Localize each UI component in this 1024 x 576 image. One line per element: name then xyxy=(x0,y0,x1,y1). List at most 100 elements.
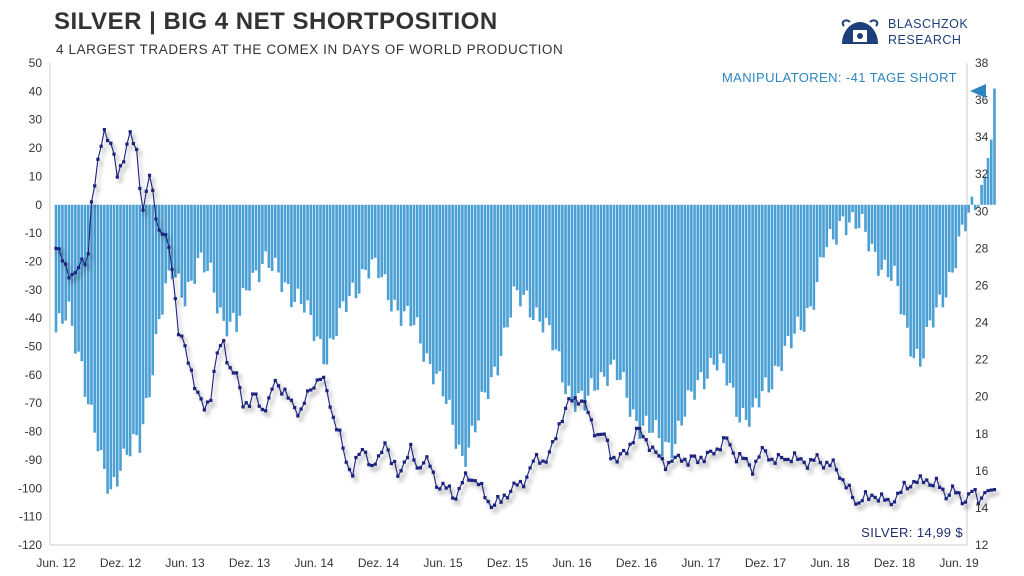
short-position-bar xyxy=(609,204,612,365)
short-position-bar xyxy=(138,204,142,453)
short-position-bar xyxy=(948,204,951,273)
right-axis-tick: 30 xyxy=(975,204,989,218)
short-position-bar xyxy=(889,204,893,281)
left-axis-tick: -10 xyxy=(25,226,43,240)
silver-price-point xyxy=(709,449,713,453)
silver-price-point xyxy=(312,386,316,390)
silver-price-point xyxy=(747,463,751,467)
short-position-bar xyxy=(380,204,384,278)
short-position-bar xyxy=(261,204,264,264)
short-position-bar xyxy=(490,204,493,378)
short-position-bar xyxy=(773,204,777,366)
short-position-bar xyxy=(141,204,145,425)
silver-price-point xyxy=(522,485,526,489)
short-position-bar xyxy=(148,204,151,398)
silver-price-point xyxy=(170,267,174,272)
silver-price-point xyxy=(470,478,474,482)
short-position-bar xyxy=(74,204,77,354)
left-y-axis: 50 40 30 20 10 0 -10 -20 -30 -40 -50 -60 -70 -80 -90 -1… xyxy=(18,56,42,552)
silver-price-point xyxy=(715,447,719,451)
short-position-bar xyxy=(135,204,138,436)
short-position-bar xyxy=(925,204,929,327)
silver-price-point xyxy=(57,247,61,251)
silver-price-point xyxy=(399,469,403,473)
short-position-bar xyxy=(145,204,148,399)
silver-price-point xyxy=(257,404,261,408)
short-position-bar xyxy=(980,184,983,205)
right-axis-tick: 34 xyxy=(975,130,989,144)
short-position-bar xyxy=(315,204,319,337)
short-position-bar xyxy=(186,204,190,282)
silver-price-point xyxy=(496,494,500,499)
short-position-bar xyxy=(486,204,490,399)
silver-price-point xyxy=(73,271,77,275)
short-position-bar xyxy=(122,204,126,449)
silver-price-point xyxy=(763,449,768,453)
short-position-bar xyxy=(54,204,58,333)
short-position-bar xyxy=(502,204,506,328)
silver-price-point xyxy=(525,475,529,479)
short-position-bar xyxy=(580,204,583,391)
silver-price-point xyxy=(238,386,242,390)
short-position-bar xyxy=(277,204,280,273)
short-position-bar xyxy=(238,204,242,316)
short-position-bar xyxy=(986,157,990,205)
short-position-bar xyxy=(883,204,887,260)
short-position-bar xyxy=(296,204,300,289)
silver-price-point xyxy=(286,396,290,400)
short-position-bar xyxy=(754,204,758,399)
short-position-bar xyxy=(541,204,545,333)
silver-price-point xyxy=(254,392,258,396)
silver-price-point xyxy=(122,160,126,164)
short-position-bar xyxy=(509,204,513,318)
silver-price-point xyxy=(293,406,297,410)
left-axis-tick: -60 xyxy=(25,368,43,382)
short-position-bar xyxy=(644,204,648,416)
short-position-bar xyxy=(599,204,603,373)
silver-price-point xyxy=(615,460,619,464)
silver-price-point xyxy=(189,368,194,372)
silver-price-point xyxy=(431,470,435,474)
short-position-bar xyxy=(825,204,829,248)
short-position-bar xyxy=(844,204,848,236)
short-position-bar xyxy=(61,204,64,324)
silver-price-point xyxy=(967,492,971,496)
left-axis-tick: -100 xyxy=(18,481,42,495)
silver-price-point xyxy=(331,415,335,419)
short-position-bar xyxy=(928,204,932,321)
silver-price-point xyxy=(909,485,913,489)
silver-price-point xyxy=(954,491,958,495)
silver-price-point xyxy=(512,481,516,485)
silver-price-point xyxy=(367,463,371,467)
short-position-bar xyxy=(822,204,825,258)
right-axis-tick: 16 xyxy=(975,464,989,478)
short-position-bar xyxy=(396,204,400,311)
short-position-bar xyxy=(757,204,761,408)
short-position-bar xyxy=(103,204,106,469)
short-position-bar xyxy=(283,204,287,283)
short-position-bar xyxy=(538,204,542,322)
short-position-bar xyxy=(312,204,316,341)
short-position-bar xyxy=(461,204,464,457)
x-axis-tick: Dez. 18 xyxy=(874,556,916,570)
short-position-bar xyxy=(109,204,113,490)
short-position-bar xyxy=(570,204,574,403)
short-position-bar xyxy=(212,204,216,293)
silver-price-point xyxy=(115,175,119,179)
company-logo: BLASCHZOK RESEARCH xyxy=(838,16,968,50)
silver-price-point xyxy=(402,460,406,464)
silver-price-point xyxy=(576,402,581,406)
short-position-bar xyxy=(686,204,690,391)
short-position-bar xyxy=(586,204,590,396)
short-position-bar xyxy=(938,204,941,295)
silver-price-point xyxy=(647,448,651,452)
short-position-bar xyxy=(712,204,716,365)
short-position-bar xyxy=(867,204,870,252)
short-position-bar xyxy=(190,204,193,281)
chart-subtitle: 4 LARGEST TRADERS AT THE COMEX IN DAYS O… xyxy=(56,42,564,57)
short-position-bar xyxy=(661,204,664,457)
silver-price-point xyxy=(93,184,97,188)
short-position-bar xyxy=(303,204,306,313)
short-position-bar xyxy=(170,204,174,280)
